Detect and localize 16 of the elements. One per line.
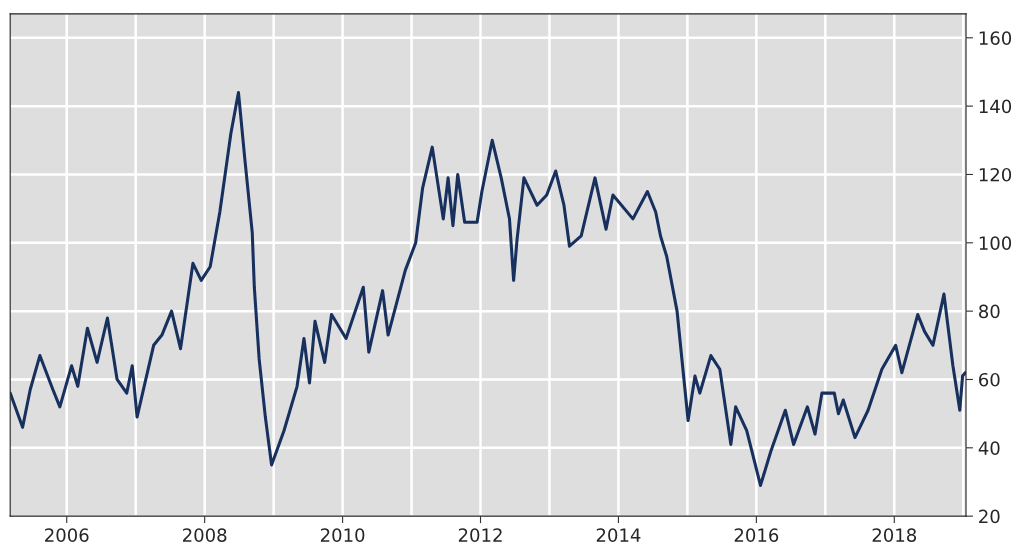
x-tick-label: 2014 [596, 528, 641, 542]
y-tick-label: 40 [978, 441, 1000, 455]
y-tick-label: 80 [979, 304, 1000, 319]
x-tick-label: 2008 [183, 528, 227, 542]
x-tick-label: 2016 [734, 528, 779, 542]
x-tick-label: 2010 [320, 528, 365, 542]
y-tick-label: 100 [979, 236, 1012, 250]
x-tick-label: 2018 [872, 528, 917, 542]
x-tick-label: 2012 [458, 528, 502, 542]
y-tick-label: 20 [979, 509, 1000, 524]
y-tick-label: 140 [979, 99, 1012, 114]
x-tick-label: 2006 [45, 528, 89, 542]
line-series [10, 90, 967, 487]
y-tick-label: 160 [979, 31, 1012, 45]
y-tick-label: 120 [979, 167, 1012, 182]
y-tick-label: 60 [979, 372, 1000, 387]
